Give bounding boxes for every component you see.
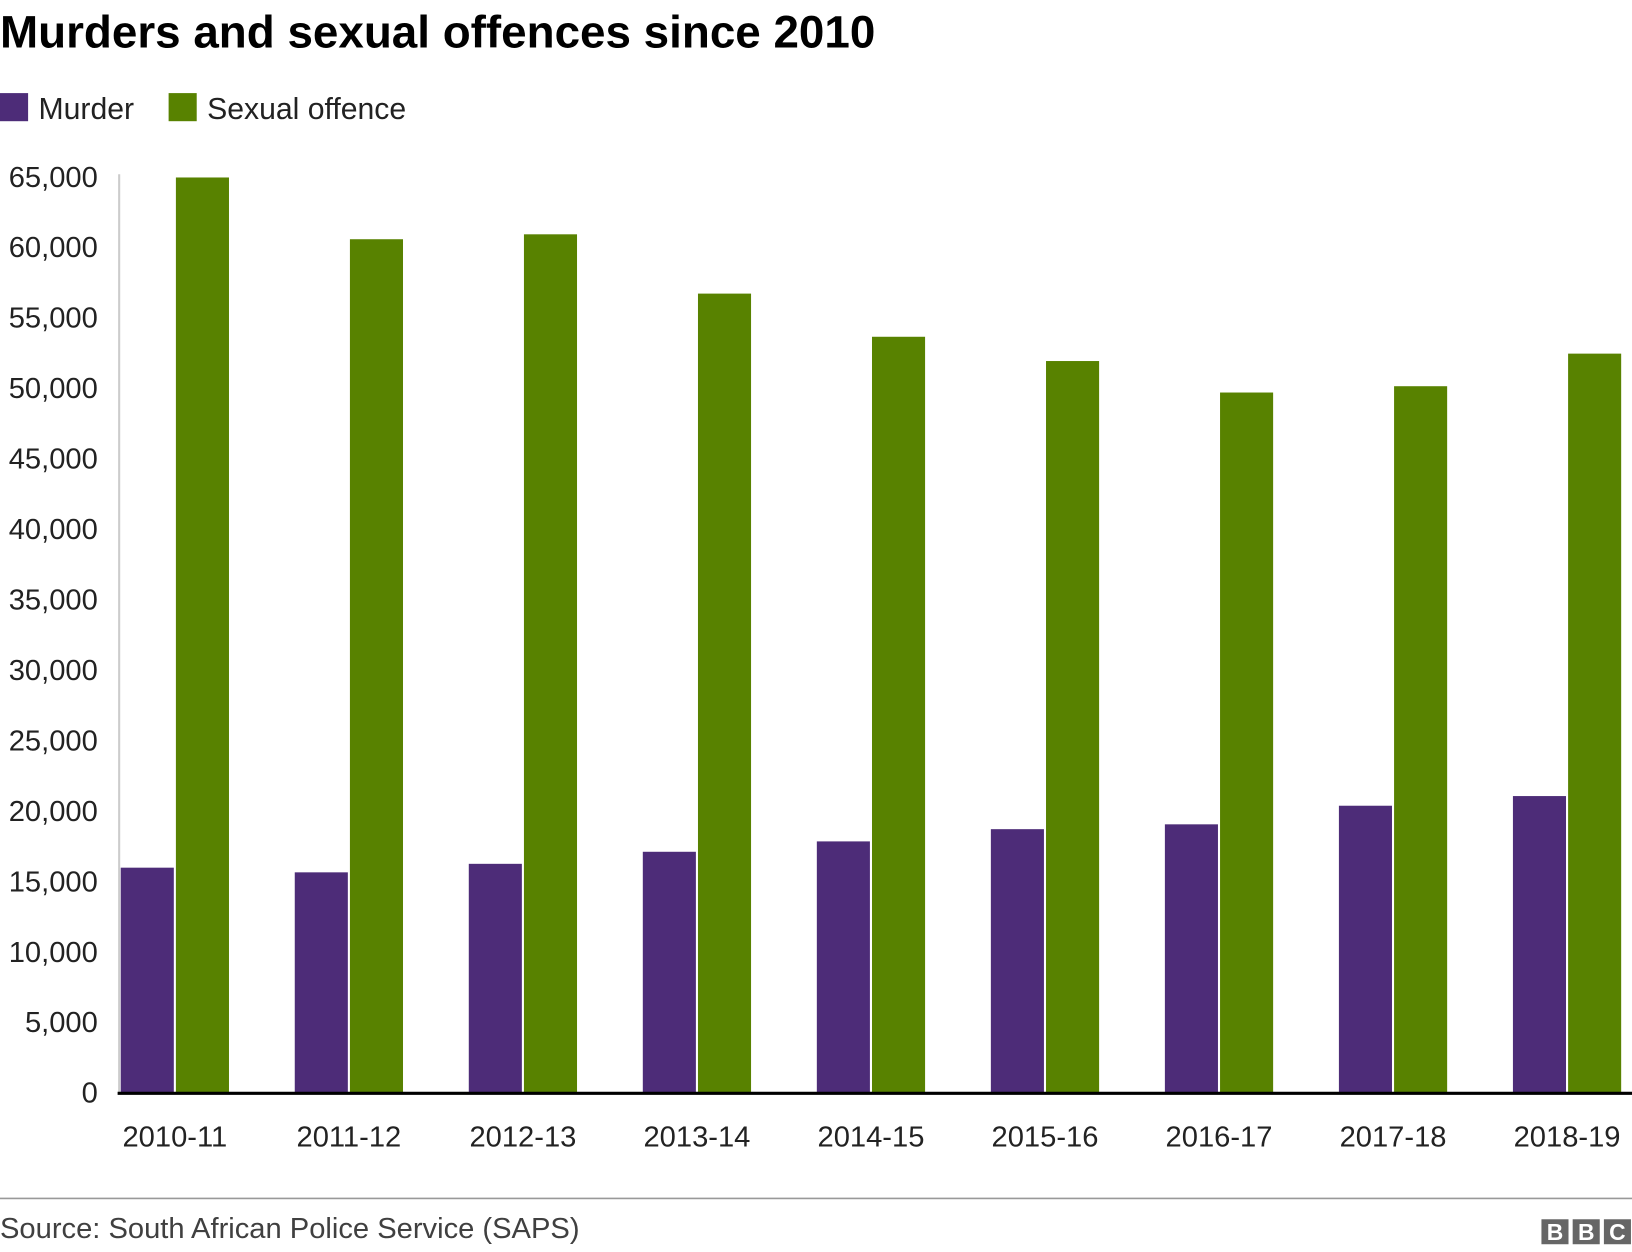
chart-title: Murders and sexual offences since 2010 [0,6,875,57]
y-tick-label: 35,000 [9,585,98,617]
bar-murder-2011-12 [294,872,348,1093]
x-tick-label: 2015-16 [992,1121,1099,1153]
bar-murder-2017-18 [1338,805,1392,1093]
bar-murder-2012-13 [468,863,522,1093]
y-tick-label: 25,000 [9,725,98,757]
bar-murder-2013-14 [642,851,696,1093]
bar-sexual-offence-2018-19 [1568,353,1622,1093]
bar-sexual-offence-2014-15 [871,336,926,1093]
x-tick-label: 2016-17 [1166,1121,1273,1153]
bar-sexual-offence-2015-16 [1046,361,1100,1093]
bbc-logo: B B C [1541,1219,1631,1245]
x-tick-label: 2013-14 [643,1121,750,1153]
y-tick-label: 5,000 [25,1007,98,1039]
y-tick-label: 50,000 [9,373,98,405]
y-tick-label: 40,000 [9,514,98,546]
svg-text:B: B [1578,1219,1595,1245]
y-tick-label: 10,000 [9,937,98,969]
y-tick-label: 20,000 [9,796,98,828]
source-note: Source: South African Police Service (SA… [0,1213,580,1245]
bar-murder-2010-11 [120,867,174,1093]
x-tick-label: 2010-11 [122,1121,227,1153]
legend-swatch-murder [0,93,29,122]
legend: Murder Sexual offence [0,93,406,126]
legend-label-murder: Murder [39,93,135,126]
svg-text:C: C [1609,1219,1626,1245]
bar-sexual-offence-2012-13 [523,234,578,1093]
x-tick-label: 2018-19 [1514,1121,1621,1153]
x-tick-label: 2017-18 [1340,1121,1447,1153]
bar-sexual-offence-2017-18 [1394,386,1448,1093]
x-axis-ticks: 2010-11 2011-12 2012-13 2013-14 2014-15 2015-… [122,1121,1620,1153]
y-tick-label: 30,000 [9,655,98,687]
bar-sexual-offence-2016-17 [1220,392,1274,1093]
x-tick-label: 2012-13 [469,1121,576,1153]
bar-sexual-offence-2011-12 [349,239,404,1093]
bar-sexual-offence-2010-11 [175,177,229,1093]
y-tick-label: 0 [82,1078,98,1110]
y-tick-label: 45,000 [9,444,98,476]
svg-text:B: B [1547,1219,1564,1245]
y-axis-ticks: 0 5,000 10,000 15,000 20,000 25,000 30,000 35,0… [9,162,98,1110]
bar-murder-2014-15 [816,841,870,1093]
bar-murder-2018-19 [1512,796,1567,1093]
bar-murder-2016-17 [1164,824,1218,1093]
bars [120,177,1622,1093]
legend-swatch-sexual-offence [168,93,197,122]
bar-sexual-offence-2013-14 [697,293,752,1093]
y-tick-label: 15,000 [9,866,98,898]
y-tick-label: 65,000 [9,162,98,194]
bar-murder-2015-16 [990,829,1044,1093]
x-tick-label: 2014-15 [818,1121,925,1153]
y-tick-label: 55,000 [9,303,98,335]
y-tick-label: 60,000 [9,232,98,264]
legend-label-sexual-offence: Sexual offence [207,93,406,126]
x-tick-label: 2011-12 [297,1121,402,1153]
